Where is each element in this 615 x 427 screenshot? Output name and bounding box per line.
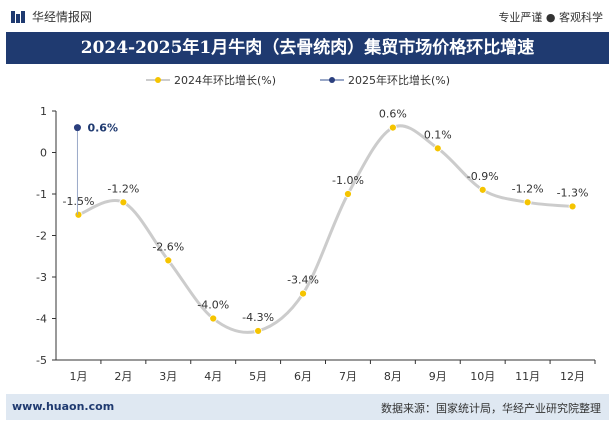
legend-swatch-2025: [320, 75, 344, 85]
brand-name: 华经情报网: [32, 10, 93, 24]
brand: 华经情报网: [10, 8, 92, 25]
legend-label-2024: 2024年环比增长(%): [174, 74, 277, 87]
x-tick-label: 9月: [429, 370, 447, 383]
x-tick-label: 5月: [249, 370, 267, 383]
y-tick-label: 0: [40, 147, 47, 160]
series-2025-point: [73, 124, 81, 132]
x-tick-label: 2月: [114, 370, 132, 383]
y-tick-label: -1: [36, 188, 47, 201]
y-tick-label: -3: [36, 271, 47, 284]
chart-title: 2024-2025年1月牛肉（去骨统肉）集贸市场价格环比增速: [6, 32, 609, 64]
x-tick-label: 12月: [560, 370, 585, 383]
series-2024-data-label: -4.3%: [242, 311, 274, 324]
y-tick-label: -5: [36, 354, 47, 367]
series-2024-data-label: -4.0%: [197, 299, 229, 312]
series-2024-data-label: -1.2%: [107, 182, 139, 195]
y-tick-label: 1: [40, 105, 47, 118]
y-tick-label: -4: [36, 313, 47, 326]
series-2024-point: [344, 190, 352, 198]
x-tick-label: 7月: [339, 370, 357, 383]
series-2024-data-label: -1.5%: [62, 195, 94, 208]
series-2024-point: [568, 202, 577, 211]
x-tick-label: 6月: [294, 370, 312, 383]
series-2024-point: [74, 210, 83, 219]
x-tick-label: 4月: [204, 370, 222, 383]
series-2024-data-label: -1.3%: [557, 186, 589, 199]
series-2024-point: [523, 198, 532, 207]
series-2024-data-label: 0.1%: [424, 128, 452, 141]
x-tick-label: 8月: [384, 370, 402, 383]
legend-swatch-2024: [146, 75, 170, 85]
footer: www.huaon.com 数据来源：国家统计局，华经产业研究院整理: [6, 394, 609, 420]
legend: 2024年环比增长(%) 2025年环比增长(%): [0, 72, 615, 92]
footer-source: 数据来源：国家统计局，华经产业研究院整理: [381, 402, 601, 415]
series-2024-point: [164, 256, 173, 265]
legend-item-2024: 2024年环比增长(%): [146, 72, 276, 88]
series-2024-data-label: -1.2%: [512, 182, 544, 195]
top-bar: 华经情报网 专业严谨 ● 客观科学: [0, 0, 615, 32]
slogan: 专业严谨 ● 客观科学: [498, 11, 603, 24]
series-2025-data-label: 0.6%: [87, 122, 118, 135]
series-2024-data-label: -0.9%: [467, 170, 499, 183]
huajing-logo-icon: [11, 10, 25, 23]
series-2024-point: [478, 185, 487, 194]
series-2024-data-label: -1.0%: [332, 174, 364, 187]
x-tick-label: 10月: [470, 370, 495, 383]
y-tick-label: -2: [36, 230, 47, 243]
series-2024-point: [209, 314, 218, 323]
footer-website[interactable]: www.huaon.com: [12, 400, 115, 413]
legend-label-2025: 2025年环比增长(%): [348, 74, 451, 87]
series-2024-point: [433, 144, 442, 153]
x-tick-label: 11月: [515, 370, 540, 383]
x-tick-label: 3月: [159, 370, 177, 383]
series-2024-data-label: -2.6%: [152, 240, 184, 253]
series-2024-point: [119, 198, 128, 207]
series-2024-point: [254, 327, 263, 335]
series-2024-data-label: -3.4%: [287, 274, 319, 287]
series-2024-line: [76, 124, 575, 334]
x-tick-label: 1月: [69, 370, 87, 383]
series-2024-point: [299, 289, 307, 298]
series-2024-point: [388, 123, 397, 132]
series-2024-data-label: 0.6%: [379, 108, 407, 121]
legend-item-2025: 2025年环比增长(%): [320, 72, 450, 88]
